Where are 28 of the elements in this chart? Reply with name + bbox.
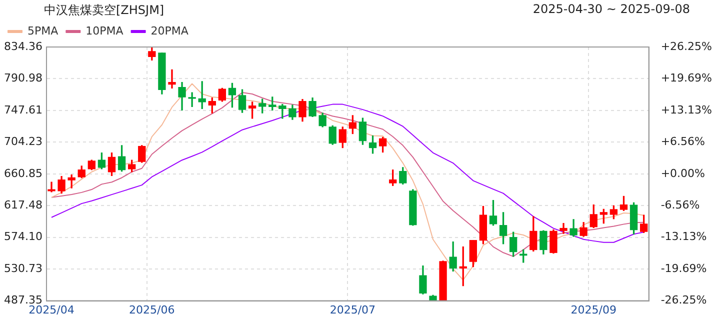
y2-tick-label: +0.00%: [660, 166, 706, 180]
chart-subtitle: 2025-04-30 ~ 2025-09-08: [532, 2, 690, 16]
y2-tick-label: -6.56%: [660, 198, 700, 212]
y2-tick-label: +19.69%: [660, 72, 712, 85]
candlestick: [48, 182, 56, 192]
y-tick-label: 530.73: [4, 262, 42, 275]
y2-tick-label: +26.25%: [660, 40, 712, 53]
y2-tick-label: -13.13%: [660, 230, 707, 244]
x-tick-label: 2025/09: [570, 303, 616, 316]
y-tick-label: 617.48: [4, 198, 42, 212]
x-tick-label: 2025/06: [129, 303, 175, 316]
y2-tick-label: +13.13%: [660, 103, 712, 116]
y2-tick-label: -19.69%: [660, 262, 707, 275]
y-tick-label: 790.98: [4, 72, 42, 85]
candlestick: [188, 92, 196, 107]
chart-title: 中汉焦煤卖空[ZHSJM]: [44, 2, 164, 19]
y-tick-label: 747.61: [4, 103, 42, 116]
legend-label: 10PMA: [86, 24, 124, 38]
y-tick-label: 574.10: [4, 230, 42, 244]
y-tick-label: 660.85: [4, 166, 42, 180]
legend-label: 5PMA: [28, 24, 59, 38]
legend-label: 20PMA: [150, 24, 189, 38]
y-tick-label: 834.36: [4, 40, 42, 53]
x-tick-label: 2025/07: [330, 303, 376, 316]
y2-tick-label: +6.56%: [660, 135, 706, 148]
y-tick-label: 704.23: [4, 135, 42, 148]
y2-tick-label: -26.25%: [660, 294, 707, 307]
x-tick-label: 2025/04: [28, 303, 74, 316]
